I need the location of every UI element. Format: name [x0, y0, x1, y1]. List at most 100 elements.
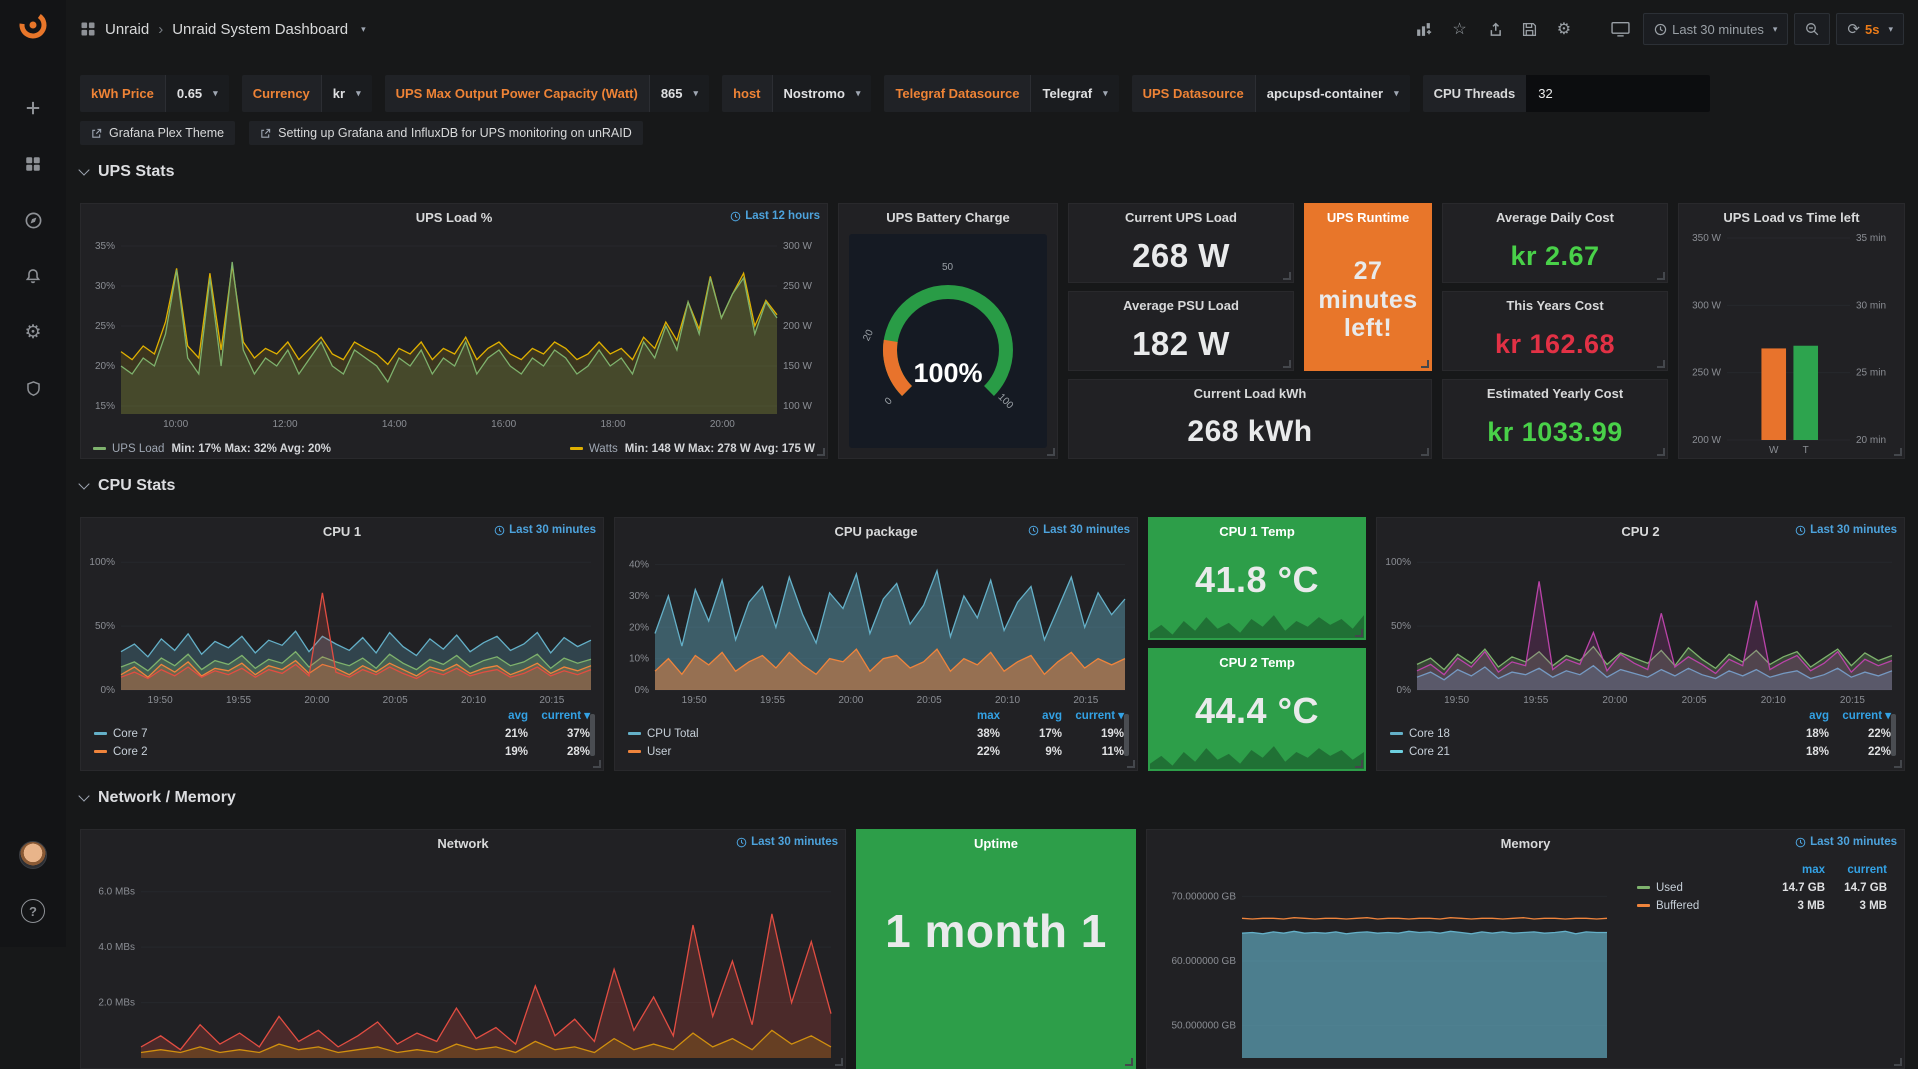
sidebar-bottom: ?: [16, 827, 50, 939]
panel-title[interactable]: Average Daily Cost: [1495, 209, 1614, 225]
external-link-icon: [261, 128, 271, 138]
stat-value: kr 162.68: [1494, 328, 1616, 359]
cpu-package-graph[interactable]: 40% 30% 20% 10% 0% 19:50 19:55 20:00 20:05 20:10 2…: [615, 544, 1137, 708]
graph-legend[interactable]: avg current ▾ Core 18 18% 22% Core 21 18% 22%: [1385, 708, 1896, 768]
panel-title[interactable]: UPS Load vs Time left: [1723, 209, 1860, 225]
var-ups-max-power[interactable]: UPS Max Output Power Capacity (Watt) 865…: [384, 75, 710, 112]
save-button[interactable]: [1515, 17, 1544, 42]
svg-text:19:50: 19:50: [1444, 695, 1469, 706]
help-icon[interactable]: ?: [16, 894, 50, 928]
refresh-picker[interactable]: ⟳ 5s ▾: [1836, 13, 1904, 45]
panel-title[interactable]: Average PSU Load: [1123, 297, 1239, 313]
clock-icon: [1795, 525, 1806, 535]
panel-title[interactable]: Current UPS Load: [1125, 209, 1237, 225]
row-header-network-memory[interactable]: Network / Memory: [78, 789, 236, 807]
add-panel-button[interactable]: [1408, 16, 1439, 43]
panel-title[interactable]: Estimated Yearly Cost: [1486, 385, 1624, 401]
panel-title[interactable]: Uptime: [973, 835, 1019, 851]
dashboards-icon[interactable]: [16, 147, 50, 181]
panel-time-override: Last 30 minutes: [736, 836, 838, 848]
var-ups-datasource[interactable]: UPS Datasource apcupsd-container ▾: [1131, 75, 1410, 112]
panel-average-daily-cost: Average Daily Cost kr 2.67: [1442, 203, 1668, 283]
svg-text:100%: 100%: [89, 557, 115, 568]
memory-graph[interactable]: 70.000000 GB 60.000000 GB 50.000000 GB: [1147, 856, 1617, 1066]
ups-load-graph[interactable]: 35% 30% 25% 20% 15% 300 W 250 W 200 W 150 W 100 W…: [81, 230, 827, 432]
cpu1-graph[interactable]: 100% 50% 0% 19:50 19:55 20:00 20:05 20:10 20:15: [81, 544, 603, 708]
panel-title[interactable]: Current Load kWh: [1193, 385, 1307, 401]
row-header-cpu-stats[interactable]: CPU Stats: [78, 477, 175, 495]
stat-value: 268 kWh: [1187, 415, 1313, 448]
cpu2-graph[interactable]: 100% 50% 0% 19:50 19:55 20:00 20:05 20:10 20:15: [1377, 544, 1904, 708]
graph-legend[interactable]: UPS Load Min: 17% Max: 32% Avg: 20% Watts M…: [81, 443, 827, 455]
explore-icon[interactable]: [16, 203, 50, 237]
panel-title[interactable]: Network: [437, 835, 489, 851]
panel-title[interactable]: CPU package: [834, 523, 918, 539]
dashboard-settings-button[interactable]: ⚙: [1550, 14, 1578, 44]
svg-text:10:00: 10:00: [163, 419, 188, 430]
svg-text:300 W: 300 W: [783, 241, 812, 252]
star-button[interactable]: ☆: [1445, 14, 1473, 44]
link-grafana-plex-theme[interactable]: Grafana Plex Theme: [80, 121, 236, 145]
server-admin-icon[interactable]: [16, 371, 50, 405]
create-icon[interactable]: [16, 91, 50, 125]
panel-title[interactable]: CPU 2: [1621, 523, 1660, 539]
legend-scrollbar[interactable]: [1891, 714, 1896, 756]
graph-legend[interactable]: max avg current ▾ CPU Total 38% 17% 19% User 22%…: [623, 708, 1129, 768]
breadcrumb-folder[interactable]: Unraid: [105, 20, 150, 38]
panel-ups-battery-charge: UPS Battery Charge 100% 0 20 50 100: [838, 203, 1058, 459]
cpu-threads-input[interactable]: [1526, 75, 1711, 112]
avatar[interactable]: [16, 838, 50, 872]
zoom-out-button[interactable]: [1794, 13, 1831, 45]
panel-title[interactable]: CPU 2 Temp: [1219, 654, 1295, 670]
svg-text:19:50: 19:50: [148, 695, 173, 706]
configuration-icon[interactable]: ⚙: [16, 315, 50, 349]
legend-row: Buffered 3 MB 3 MB: [1632, 898, 1892, 916]
var-currency[interactable]: Currency kr ▾: [241, 75, 372, 112]
caret-down-icon[interactable]: ▾: [361, 23, 366, 34]
svg-text:T: T: [1803, 445, 1809, 456]
clock-icon: [730, 211, 741, 221]
stat-value: 268 W: [1132, 237, 1230, 274]
link-ups-monitoring-guide[interactable]: Setting up Grafana and InfluxDB for UPS …: [249, 121, 643, 145]
panel-title[interactable]: Memory: [1500, 835, 1551, 851]
caret-down-icon: ▾: [356, 88, 361, 98]
panel-time-override: Last 30 minutes: [1795, 524, 1897, 536]
share-button[interactable]: [1480, 17, 1509, 42]
panel-title[interactable]: UPS Runtime: [1326, 209, 1410, 225]
panel-title[interactable]: CPU 1: [322, 523, 362, 539]
svg-text:30%: 30%: [629, 591, 649, 602]
panel-cpu2-temp: CPU 2 Temp 44.4 °C: [1148, 648, 1366, 771]
row-header-ups-stats[interactable]: UPS Stats: [78, 163, 174, 181]
star-icon: ☆: [1452, 21, 1467, 38]
var-telegraf-datasource[interactable]: Telegraf Datasource Telegraf ▾: [884, 75, 1119, 112]
alerting-icon[interactable]: [16, 259, 50, 293]
clock-icon: [1028, 525, 1039, 535]
graph-legend[interactable]: avg current ▾ Core 7 21% 37% Core 2 19% 28%: [89, 708, 595, 768]
legend-scrollbar[interactable]: [1124, 714, 1129, 756]
legend-scrollbar[interactable]: [590, 714, 595, 756]
grafana-dashboard: { "icons":{"star":"☆","gear":"⚙","refres…: [16, 10, 1905, 1069]
panel-title[interactable]: This Years Cost: [1506, 297, 1604, 313]
svg-text:W: W: [1769, 445, 1779, 456]
clock-icon: [494, 525, 505, 535]
var-kwh-price[interactable]: kWh Price 0.65 ▾: [80, 75, 229, 112]
time-range-picker[interactable]: Last 30 minutes ▾: [1643, 13, 1789, 45]
panel-title[interactable]: CPU 1 Temp: [1219, 523, 1295, 539]
grafana-logo[interactable]: [18, 10, 48, 40]
panel-time-override: Last 12 hours: [730, 210, 820, 222]
panel-title[interactable]: UPS Load %: [415, 209, 493, 225]
network-graph[interactable]: 6.0 MBs 4.0 MBs 2.0 MBs: [81, 856, 845, 1066]
var-cpu-threads: CPU Threads: [1422, 75, 1711, 112]
tv-mode-button[interactable]: [1604, 16, 1637, 42]
page-title[interactable]: Unraid System Dashboard: [172, 20, 349, 38]
ups-bar-graph[interactable]: 350 W 300 W 250 W 200 W 35 min 30 min 25 min 20…: [1679, 230, 1904, 458]
graph-legend[interactable]: max current Used 14.7 GB 14.7 GB Buffered 3 MB…: [1632, 862, 1892, 915]
chevron-down-icon: [78, 790, 90, 802]
svg-text:20:05: 20:05: [917, 695, 942, 706]
svg-text:10%: 10%: [629, 654, 649, 665]
svg-text:20:00: 20:00: [838, 695, 863, 706]
panel-uptime: Uptime 1 month 1: [856, 829, 1136, 1069]
var-host[interactable]: host Nostromo ▾: [722, 75, 872, 112]
panel-current-load-kwh: Current Load kWh 268 kWh: [1068, 379, 1432, 459]
panel-title[interactable]: UPS Battery Charge: [886, 209, 1010, 225]
